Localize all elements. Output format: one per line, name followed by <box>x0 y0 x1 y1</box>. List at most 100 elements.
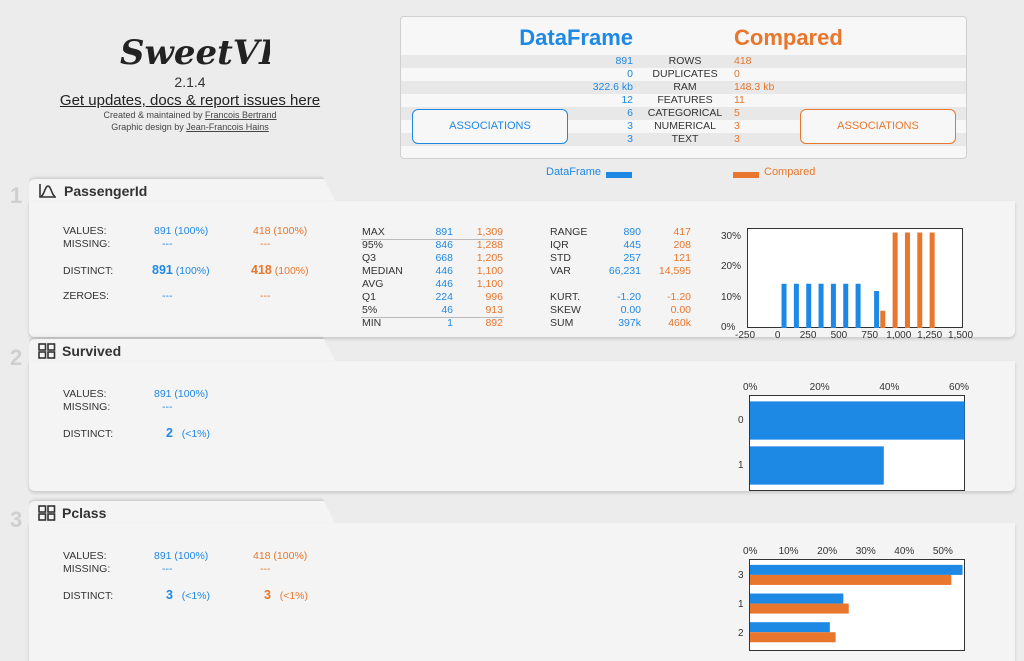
quantile-key: MIN <box>362 317 382 329</box>
divider <box>361 239 504 240</box>
quantile-right: 1,205 <box>476 252 503 264</box>
histogram-bar <box>929 232 935 328</box>
quantile-left: 846 <box>435 239 453 251</box>
svg-text:SweetVIZ: SweetVIZ <box>120 33 270 73</box>
missing-left: --- <box>162 563 173 575</box>
associations-button-dataframe[interactable]: ASSOCIATIONS <box>412 109 568 144</box>
legend-dataframe-label: DataFrame <box>546 166 602 178</box>
section-tab[interactable] <box>29 179 339 203</box>
missing-left: --- <box>162 401 173 413</box>
section-title-row[interactable]: PassengerId <box>38 183 147 199</box>
compared-heading: Compared <box>734 25 843 50</box>
category-label: 1 <box>738 599 744 610</box>
legend: DataFrame Compared <box>0 166 1024 180</box>
x-tick-label: 20% <box>817 546 838 557</box>
histogram-chart <box>747 228 963 328</box>
stat-key: SUM <box>550 317 574 329</box>
x-tick-label: 60% <box>949 382 970 393</box>
updates-link[interactable]: Get updates, docs & report issues here <box>59 92 321 109</box>
summary-left-value: 6 <box>627 107 633 119</box>
stat-right: 121 <box>673 252 691 264</box>
feature-section-survived: 2 Survived VALUES: 891 (100%) MISSING: -… <box>0 339 1024 495</box>
values-left: 891 (100%) <box>154 550 209 562</box>
distinct-right: 418 (100%) <box>251 263 309 278</box>
x-tick-label: 50% <box>932 546 953 557</box>
x-tick-label: 40% <box>894 546 915 557</box>
dataframe-heading: DataFrame <box>519 25 633 50</box>
section-title: Pclass <box>62 505 107 521</box>
category-bar <box>750 564 963 575</box>
quantile-key: 95% <box>362 239 384 251</box>
section-title-row[interactable]: Pclass <box>38 505 106 521</box>
histogram-bar <box>855 283 861 328</box>
summary-left-value: 0 <box>627 68 633 80</box>
stat-key: RANGE <box>550 226 588 238</box>
summary-key: CATEGORICAL <box>647 107 723 119</box>
legend-dataframe-swatch <box>606 172 632 178</box>
stat-key: VAR <box>550 265 571 277</box>
histogram-bar <box>781 283 787 328</box>
distinct-left: 2 (<1%) <box>166 426 211 441</box>
values-label: VALUES: <box>63 550 107 562</box>
quantile-key: Q3 <box>362 252 377 264</box>
brand-header: SweetVIZ 2.1.4 Get updates, docs & repor… <box>20 28 360 133</box>
summary-right-value: 3 <box>734 120 740 132</box>
summary-right-value: 3 <box>734 133 740 145</box>
summary-key: FEATURES <box>657 94 713 106</box>
values-right: 418 (100%) <box>253 550 308 562</box>
values-left: 891 (100%) <box>154 388 209 400</box>
histogram-bar <box>874 291 880 328</box>
x-tick-label: 1,000 <box>886 330 912 341</box>
histogram-bar <box>793 283 799 328</box>
stat-right: 14,595 <box>658 265 691 277</box>
stat-left: 445 <box>623 239 641 251</box>
summary-left-value: 322.6 kb <box>592 81 633 93</box>
quantile-right: 1,309 <box>476 226 503 238</box>
summary-row: 12 FEATURES 11 <box>401 94 966 107</box>
category-bar <box>750 622 830 633</box>
stat-right: 208 <box>673 239 691 251</box>
designer-link[interactable]: Jean-Francois Hains <box>186 122 269 132</box>
zeroes-left: --- <box>162 290 173 302</box>
associations-button-compared[interactable]: ASSOCIATIONS <box>800 109 956 144</box>
stat-left: 257 <box>623 252 641 264</box>
summary-right-value: 148.3 kb <box>734 81 775 93</box>
author-link[interactable]: Francois Bertrand <box>205 110 277 120</box>
summary-key: ROWS <box>668 55 702 67</box>
quantile-key: Q1 <box>362 291 377 303</box>
histogram-bar <box>806 283 812 328</box>
section-title: PassengerId <box>64 183 148 199</box>
x-tick-label: 750 <box>861 330 879 341</box>
quantile-left: 891 <box>435 226 453 238</box>
category-bar <box>750 446 884 485</box>
legend-compared-label: Compared <box>764 166 816 178</box>
section-title: Survived <box>62 343 122 359</box>
summary-row: 322.6 kb RAM 148.3 kb <box>401 81 966 94</box>
stat-left: 0.00 <box>620 304 641 316</box>
missing-label: MISSING: <box>63 401 111 413</box>
section-number: 2 <box>10 345 23 370</box>
categorical-grid-icon <box>38 505 56 521</box>
distinct-label: DISTINCT: <box>63 590 114 602</box>
summary-left-value: 3 <box>627 133 633 145</box>
summary-left-value: 12 <box>621 94 633 106</box>
stat-left: -1.20 <box>617 291 641 303</box>
summary-key: DUPLICATES <box>652 68 718 80</box>
x-tick-label: 40% <box>879 382 900 393</box>
summary-left-value: 891 <box>615 55 633 67</box>
x-tick-label: 1,500 <box>948 330 974 341</box>
summary-panel: DataFrame Compared 891 ROWS 418 0 DUPLICATES… <box>400 16 967 159</box>
section-tab[interactable] <box>29 339 339 363</box>
missing-label: MISSING: <box>63 238 111 250</box>
section-tab[interactable] <box>29 501 339 525</box>
category-bar <box>750 603 849 614</box>
summary-right-value: 0 <box>734 68 740 80</box>
feature-section-pclass: 3 Pclass VALUES: 891 (100%) 418 (100%) M… <box>0 501 1024 661</box>
category-label: 3 <box>738 570 744 582</box>
section-title-row[interactable]: Survived <box>38 343 121 359</box>
stat-key: STD <box>550 252 571 264</box>
category-label: 0 <box>738 414 744 426</box>
histogram-bar <box>830 283 836 328</box>
sweetviz-logo: SweetVIZ <box>120 33 270 73</box>
stat-right: 417 <box>673 226 691 238</box>
